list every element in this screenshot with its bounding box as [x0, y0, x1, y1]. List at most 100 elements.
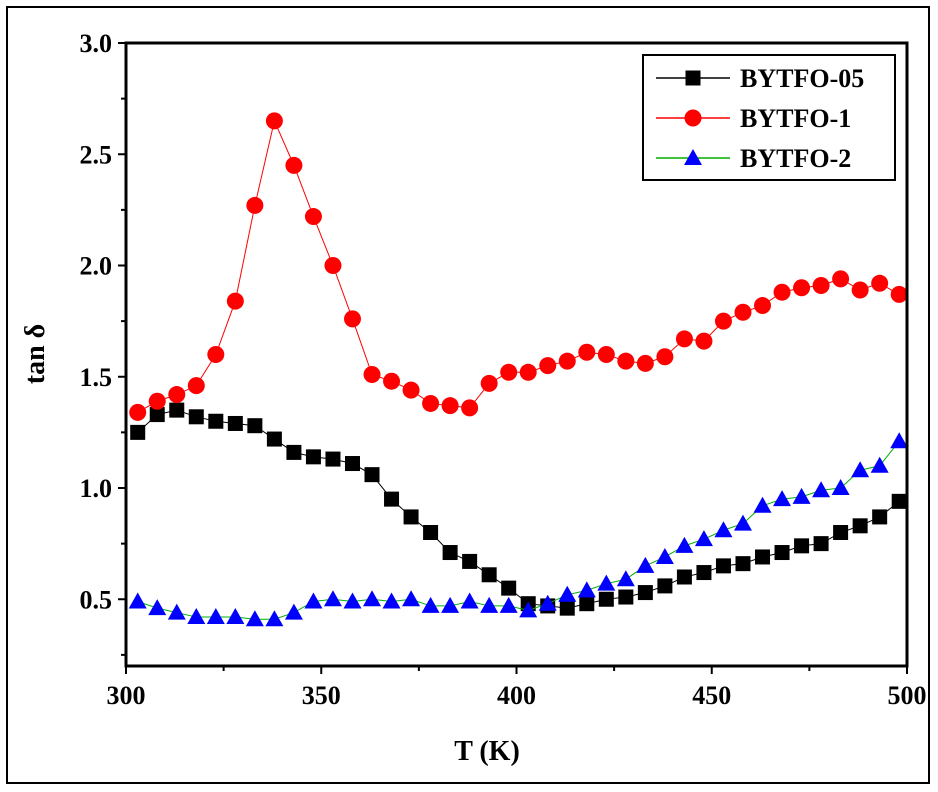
y-tick-label: 0.5 [80, 585, 113, 614]
data-point [637, 585, 653, 601]
data-point [753, 496, 772, 513]
data-point [422, 394, 440, 412]
data-point [304, 208, 322, 226]
data-point [167, 603, 186, 620]
series-line-1 [137, 119, 900, 413]
data-point [206, 608, 225, 625]
data-point [812, 481, 831, 498]
data-point [323, 590, 342, 607]
data-point [870, 456, 889, 473]
data-point [187, 608, 206, 625]
data-point [755, 549, 771, 565]
data-point [558, 585, 577, 602]
data-point [499, 596, 518, 613]
data-point [460, 592, 479, 609]
data-point [714, 312, 732, 330]
data-point [851, 281, 869, 299]
data-point [793, 279, 811, 297]
y-tick-label: 2.5 [80, 140, 113, 169]
data-point [501, 580, 517, 596]
data-point [480, 596, 499, 613]
data-point [852, 518, 868, 534]
data-point [871, 274, 889, 292]
data-point [618, 589, 634, 605]
x-tick-label: 500 [888, 681, 927, 710]
data-point [227, 415, 243, 431]
data-point [890, 432, 909, 449]
data-point [208, 413, 224, 429]
data-point [130, 424, 146, 440]
legend-marker-1 [684, 109, 702, 127]
data-point [462, 553, 478, 569]
data-point [890, 285, 908, 303]
data-point [735, 556, 751, 572]
data-point [402, 381, 420, 399]
data-point [891, 493, 907, 509]
data-point [500, 363, 518, 381]
data-point [247, 418, 263, 434]
data-point [207, 346, 225, 363]
data-point [169, 402, 185, 418]
data-point [872, 509, 888, 525]
ticks-layer: 300 350 400 450 500 0.5 1.0 1.5 2.0 2.5 3.0 [80, 29, 927, 710]
data-point [382, 592, 401, 609]
data-point [148, 599, 167, 616]
data-point [559, 600, 575, 616]
data-point [598, 591, 614, 607]
data-point [421, 596, 440, 613]
data-point [325, 451, 341, 467]
data-point [363, 366, 381, 384]
data-point [616, 570, 635, 587]
data-point [441, 596, 460, 613]
data-point [636, 354, 654, 372]
data-point [149, 407, 165, 423]
data-point [363, 590, 382, 607]
data-point [129, 403, 147, 421]
data-point [188, 409, 204, 425]
data-point [305, 449, 321, 465]
y-axis-label: tan δ [20, 324, 51, 384]
data-point [539, 357, 557, 375]
legend-label-2: BYTFO-2 [740, 144, 851, 173]
data-point [833, 525, 849, 540]
data-point [813, 536, 829, 552]
data-point [617, 352, 635, 370]
data-point [579, 596, 595, 612]
data-point [461, 399, 479, 417]
data-point [773, 283, 791, 301]
data-point [519, 601, 538, 618]
y-tick-label: 3.0 [80, 29, 113, 58]
data-point [383, 372, 401, 390]
x-tick-label: 350 [302, 681, 341, 710]
data-point [657, 578, 673, 594]
data-point [187, 377, 205, 395]
data-point [481, 567, 497, 583]
data-point [597, 346, 615, 363]
data-point [480, 374, 498, 392]
data-point [694, 530, 713, 547]
data-point [402, 590, 421, 607]
data-point [832, 270, 850, 288]
legend-marker-0 [685, 70, 701, 86]
data-point [284, 603, 303, 620]
data-point [577, 581, 596, 598]
data-point [655, 547, 674, 564]
data-point [423, 525, 439, 540]
data-point [773, 490, 792, 507]
data-point [851, 461, 870, 478]
data-point [442, 545, 458, 561]
data-point [597, 574, 616, 591]
data-point [676, 569, 692, 585]
data-point [286, 444, 302, 460]
data-point [168, 386, 186, 404]
data-point [656, 348, 674, 366]
data-point [344, 456, 360, 472]
data-point [343, 310, 361, 328]
data-point [714, 521, 733, 538]
y-tick-label: 1.5 [80, 363, 113, 392]
data-point [226, 292, 244, 310]
data-point [792, 487, 811, 504]
data-point [696, 565, 712, 581]
plot-layer [128, 112, 909, 627]
